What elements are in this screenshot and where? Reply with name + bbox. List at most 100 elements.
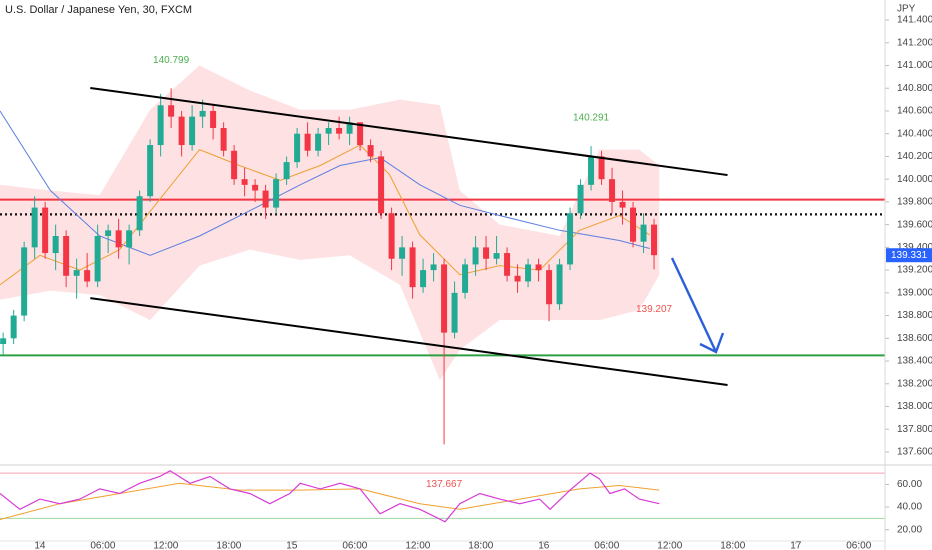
candle-body [430, 264, 437, 271]
price-annotation: 140.799 [153, 55, 190, 66]
candle-body [388, 213, 395, 259]
price-annotation: 139.207 [636, 304, 673, 315]
y-tick-label: 137.600 [897, 447, 932, 458]
candle-body [21, 247, 28, 316]
candle-body [115, 230, 122, 248]
candle-body [535, 264, 542, 271]
candle-body [325, 128, 332, 134]
candle-body [493, 253, 500, 259]
y-tick-label: 138.400 [897, 356, 932, 367]
x-tick-label: 18:00 [720, 541, 745, 550]
y-tick-label: 140.400 [897, 128, 932, 139]
candle-body [609, 179, 616, 202]
x-tick-label: 15 [286, 541, 298, 550]
y-tick-label: 141.200 [897, 37, 932, 48]
candle-body [630, 207, 637, 242]
x-tick-label: 16 [538, 541, 550, 550]
x-tick-label: 06:00 [846, 541, 871, 550]
y-tick-label: 40.00 [897, 502, 922, 513]
candle-body [441, 264, 448, 333]
candle-body [294, 133, 301, 163]
y-tick-label: 138.600 [897, 333, 932, 344]
candle-body [31, 207, 38, 248]
candle-body [567, 213, 574, 265]
price-annotation: 137.667 [426, 479, 463, 490]
x-tick-label: 06:00 [90, 541, 115, 550]
candle-body [546, 270, 553, 305]
candle-body [619, 201, 626, 208]
y-tick-label: 138.200 [897, 378, 932, 389]
candle-body [252, 184, 259, 191]
candle-body [462, 264, 469, 293]
y-tick-label: 138.000 [897, 401, 932, 412]
y-tick-label: 20.00 [897, 524, 922, 535]
candle-body [231, 150, 238, 180]
candle-body [420, 270, 427, 288]
x-tick-label: 06:00 [342, 541, 367, 550]
x-tick-label: 18:00 [468, 541, 493, 550]
candle-body [241, 179, 248, 185]
candle-body [147, 145, 154, 197]
last-price-label: 139.331 [891, 250, 928, 261]
y-tick-label: 141.400 [897, 15, 932, 26]
candle-body [472, 247, 479, 265]
chart-title: U.S. Dollar / Japanese Yen, 30, FXCM [5, 4, 192, 16]
y-tick-label: 140.000 [897, 174, 932, 185]
candle-body [126, 230, 133, 248]
candle-body [315, 133, 322, 151]
candle-body [262, 190, 269, 208]
y-tick-label: 141.000 [897, 60, 932, 71]
x-tick-label: 12:00 [405, 541, 430, 550]
x-tick-label: 17 [790, 541, 802, 550]
y-tick-label: 139.200 [897, 265, 932, 276]
last-price-tag [886, 248, 932, 263]
price-annotation: 140.291 [573, 113, 610, 124]
candle-body [42, 207, 49, 254]
candle-body [210, 110, 217, 129]
envelope-band [0, 65, 660, 381]
candle-body [367, 145, 374, 157]
candle-body [640, 224, 647, 242]
trendline [90, 86, 728, 177]
candle-body [189, 116, 196, 146]
candle-body [10, 315, 17, 339]
x-tick-label: 12:00 [657, 541, 682, 550]
y-tick-label: 140.800 [897, 83, 932, 94]
y-tick-label: 60.00 [897, 479, 922, 490]
candle-body [157, 105, 164, 146]
candle-body [52, 236, 59, 254]
x-tick-label: 14 [34, 541, 46, 550]
y-tick-label: 139.600 [897, 219, 932, 230]
price-unit: JPY [897, 4, 916, 15]
candle-body [0, 338, 7, 344]
y-tick-label: 139.800 [897, 197, 932, 208]
trendline [90, 297, 728, 387]
forecast-arrow [670, 257, 718, 353]
candle-body [273, 179, 280, 208]
candle-body [409, 247, 416, 288]
candle-body [178, 116, 185, 146]
rsi-pane [0, 470, 885, 523]
candle-body [588, 156, 595, 185]
candle-body [136, 196, 143, 231]
candle-body [84, 270, 91, 282]
candle-body [357, 122, 364, 146]
candle-body [399, 247, 406, 259]
candle-body [483, 247, 490, 259]
candle-body [94, 236, 101, 282]
candle-body [283, 162, 290, 180]
y-tick-label: 140.600 [897, 106, 932, 117]
candle-body [304, 133, 311, 151]
candle-body [556, 264, 563, 305]
candle-body [199, 110, 206, 117]
y-tick-label: 140.200 [897, 151, 932, 162]
forecast-arrow-head [699, 332, 725, 354]
price-pane [0, 65, 885, 445]
x-tick-label: 06:00 [594, 541, 619, 550]
x-tick-label: 18:00 [216, 541, 241, 550]
y-tick-label: 137.800 [897, 424, 932, 435]
candle-body [651, 224, 658, 256]
candle-body [336, 128, 343, 134]
